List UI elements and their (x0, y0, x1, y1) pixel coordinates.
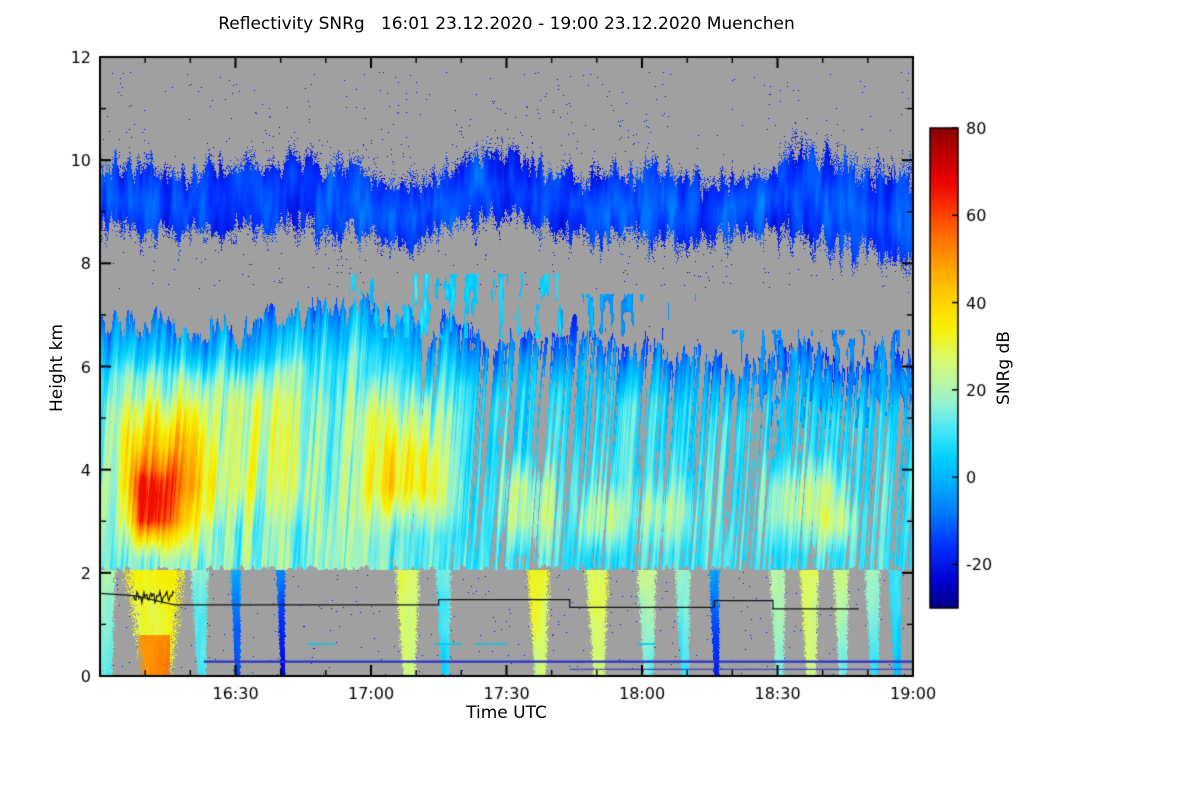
x-axis-label: Time UTC (466, 703, 547, 723)
y-axis-label: Height km (47, 323, 67, 413)
chart-title: Reflectivity SNRg 16:01 23.12.2020 - 19:… (218, 14, 795, 34)
colorbar-label: SNRg dB (994, 331, 1014, 405)
